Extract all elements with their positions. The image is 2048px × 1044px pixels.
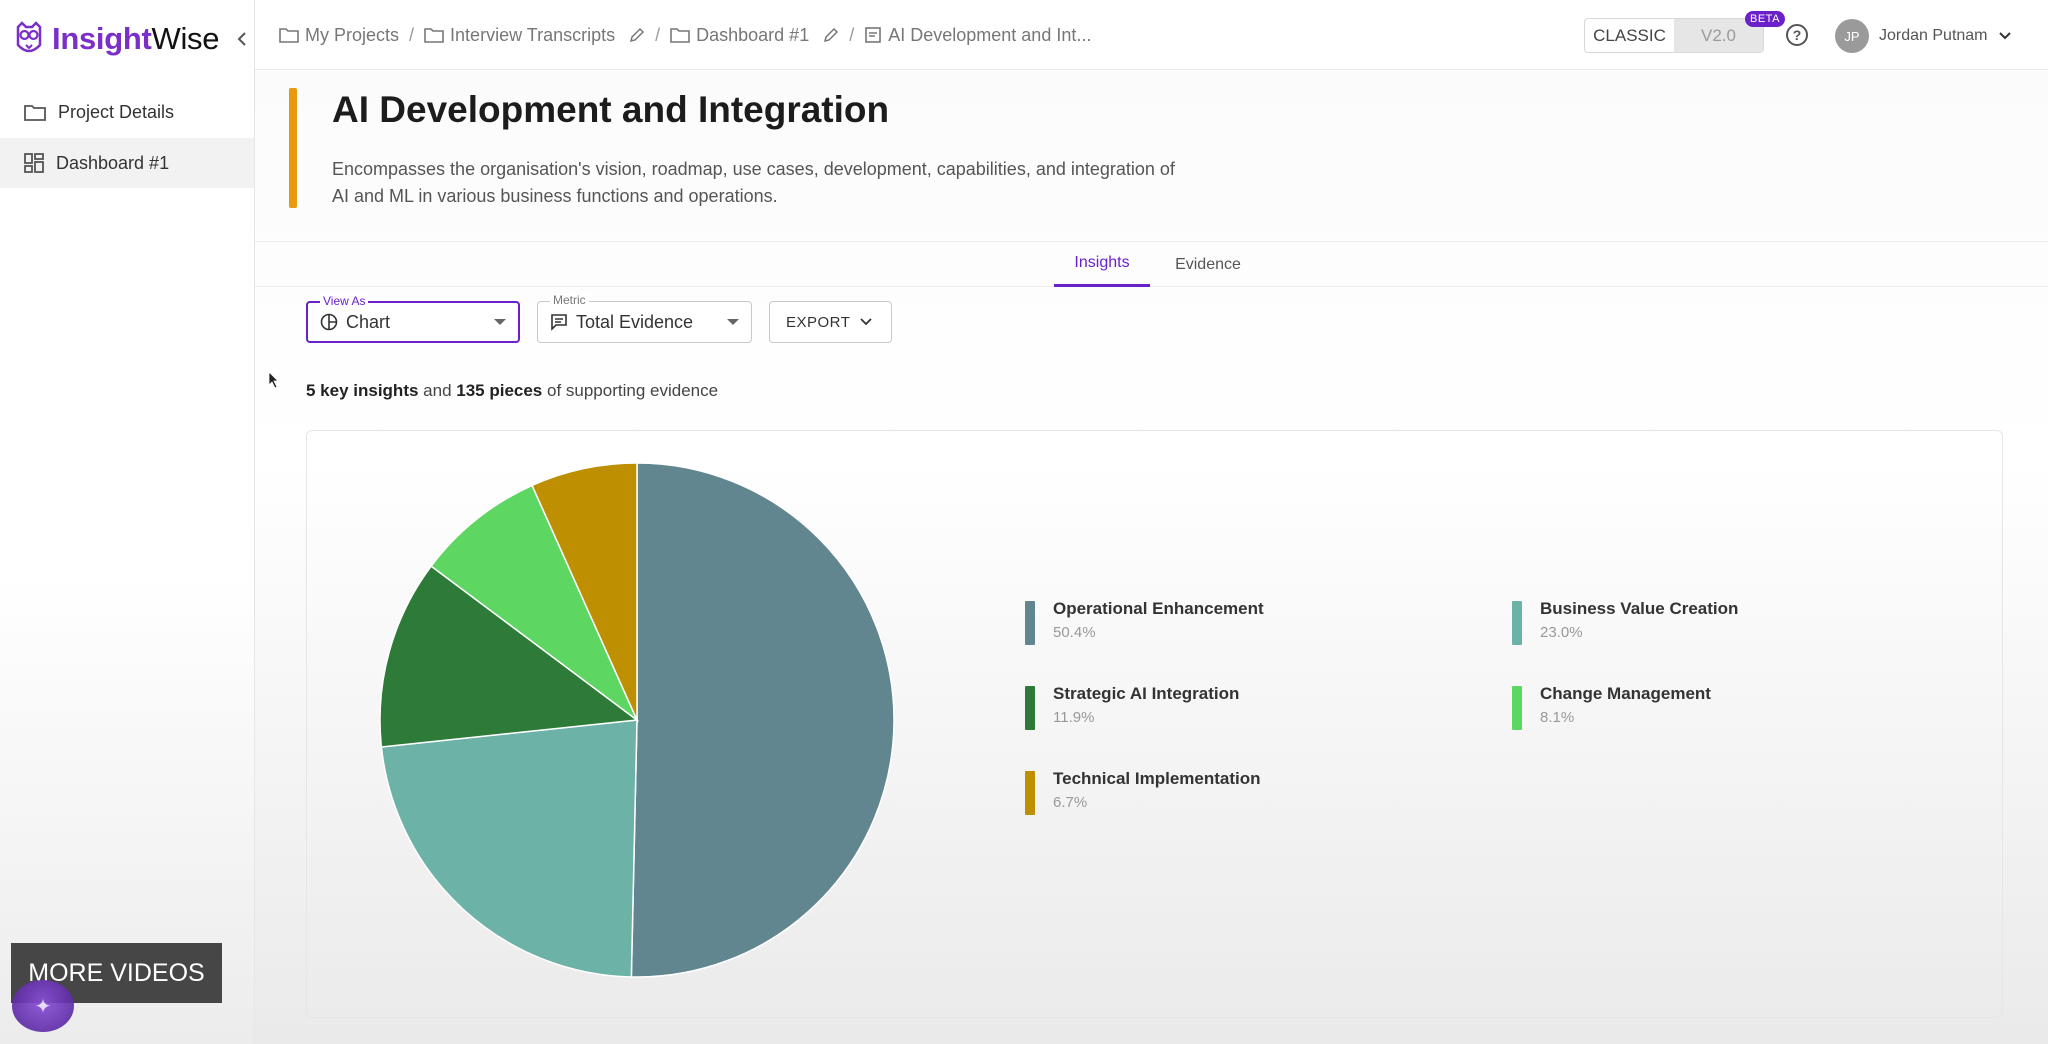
legend-swatch bbox=[1025, 601, 1035, 645]
tab-insights[interactable]: Insights bbox=[1054, 242, 1150, 287]
sidebar: InsightWise Project Details Dashboard #1 bbox=[0, 0, 255, 1044]
mouse-cursor-icon bbox=[268, 371, 279, 389]
document-icon bbox=[865, 27, 882, 43]
brand-name: InsightWise bbox=[52, 21, 220, 56]
legend-percentage: 50.4% bbox=[1053, 624, 1096, 641]
legend-percentage: 6.7% bbox=[1053, 794, 1088, 811]
caret-down-icon bbox=[727, 319, 739, 325]
view-as-label: View As bbox=[320, 294, 369, 308]
breadcrumb: My Projects / Interview Transcripts / Da… bbox=[279, 22, 1091, 48]
folder-icon bbox=[279, 28, 299, 43]
classic-button[interactable]: CLASSIC bbox=[1593, 25, 1666, 45]
pie-slice-strategic-ai-integration[interactable] bbox=[379, 565, 639, 748]
pie-slice-business-value-creation[interactable] bbox=[380, 719, 638, 978]
summary-text: and bbox=[418, 381, 457, 400]
chart-card: Operational Enhancement 50.4% Business Val… bbox=[306, 430, 2003, 1018]
caret-down-icon bbox=[494, 319, 506, 325]
breadcrumb-dashboard[interactable]: Dashboard #1 bbox=[670, 25, 809, 46]
pie-slice-operational-enhancement[interactable] bbox=[630, 462, 895, 978]
legend-label: Change Management bbox=[1540, 684, 1711, 703]
tab-bar: Insights Evidence bbox=[255, 241, 2048, 287]
metric-value: Total Evidence bbox=[576, 311, 694, 332]
legend-label: Strategic AI Integration bbox=[1053, 684, 1240, 703]
comment-icon bbox=[551, 314, 567, 331]
main-content: AI Development and Integration Encompass… bbox=[255, 71, 2048, 1044]
pie-chart bbox=[379, 462, 895, 978]
chevron-down-icon bbox=[1998, 32, 2011, 40]
breadcrumb-label: AI Development and Int... bbox=[888, 24, 1092, 45]
breadcrumb-my-projects[interactable]: My Projects bbox=[279, 25, 399, 46]
breadcrumb-current-page[interactable]: AI Development and Int... bbox=[864, 25, 1091, 46]
more-videos-button[interactable]: MORE VIDEOS bbox=[11, 943, 222, 1003]
sparkle-icon: ✦ bbox=[34, 995, 52, 1018]
brand-logo[interactable]: InsightWise bbox=[14, 18, 219, 60]
top-bar: My Projects / Interview Transcripts / Da… bbox=[255, 0, 2048, 70]
legend-swatch bbox=[1025, 686, 1035, 730]
breadcrumb-separator: / bbox=[409, 24, 415, 45]
legend-label: Technical Implementation bbox=[1053, 769, 1261, 788]
insights-count: 5 key insights bbox=[306, 381, 419, 400]
sidebar-item-dashboard[interactable]: Dashboard #1 bbox=[0, 138, 254, 188]
legend-item[interactable]: Technical Implementation 6.7% bbox=[1025, 767, 1261, 815]
legend-percentage: 8.1% bbox=[1540, 709, 1575, 726]
breadcrumb-interview-transcripts[interactable]: Interview Transcripts bbox=[424, 25, 615, 46]
pie-slice-change-management[interactable] bbox=[430, 484, 639, 723]
avatar: JP bbox=[1835, 19, 1869, 53]
legend-item[interactable]: Business Value Creation 23.0% bbox=[1512, 597, 1738, 645]
legend-label: Operational Enhancement bbox=[1053, 599, 1264, 618]
legend-item[interactable]: Operational Enhancement 50.4% bbox=[1025, 597, 1264, 645]
evidence-count: 135 pieces bbox=[456, 381, 543, 400]
sidebar-item-label: Project Details bbox=[58, 101, 175, 122]
legend-percentage: 23.0% bbox=[1540, 624, 1583, 641]
breadcrumb-separator: / bbox=[849, 24, 855, 45]
chevron-down-icon bbox=[860, 318, 873, 326]
view-as-value: Chart bbox=[346, 311, 391, 332]
legend-item[interactable]: Change Management 8.1% bbox=[1512, 682, 1711, 730]
page-title: AI Development and Integration bbox=[332, 89, 890, 130]
user-name: Jordan Putnam bbox=[1879, 27, 1988, 44]
chevron-left-icon bbox=[237, 32, 246, 46]
legend-swatch bbox=[1025, 771, 1035, 815]
dashboard-icon bbox=[24, 153, 44, 173]
edit-pencil-icon[interactable] bbox=[823, 27, 839, 43]
breadcrumb-separator: / bbox=[655, 24, 661, 45]
legend-item[interactable]: Strategic AI Integration 11.9% bbox=[1025, 682, 1239, 730]
beta-badge: BETA bbox=[1745, 11, 1785, 27]
legend-swatch bbox=[1512, 686, 1522, 730]
tab-evidence[interactable]: Evidence bbox=[1175, 255, 1241, 273]
ai-assistant-button[interactable]: ✦ bbox=[12, 980, 74, 1032]
folder-icon bbox=[424, 28, 444, 43]
sidebar-item-label: Dashboard #1 bbox=[56, 152, 170, 173]
export-button[interactable]: EXPORT bbox=[769, 301, 892, 343]
sidebar-item-project-details[interactable]: Project Details bbox=[0, 87, 254, 137]
legend-label: Business Value Creation bbox=[1540, 599, 1739, 618]
legend-swatch bbox=[1512, 601, 1522, 645]
title-accent-bar bbox=[289, 88, 297, 208]
legend-percentage: 11.9% bbox=[1053, 709, 1095, 726]
version-toggle: CLASSIC V2.0 bbox=[1584, 18, 1764, 53]
insights-summary: 5 key insights and 135 pieces of support… bbox=[306, 381, 718, 401]
pie-slice-technical-implementation[interactable] bbox=[531, 462, 638, 721]
summary-text: of supporting evidence bbox=[542, 381, 719, 400]
breadcrumb-label: Dashboard #1 bbox=[696, 24, 810, 45]
edit-pencil-icon[interactable] bbox=[629, 27, 645, 43]
view-as-select[interactable]: View As Chart bbox=[306, 294, 520, 343]
breadcrumb-label: My Projects bbox=[305, 24, 400, 45]
breadcrumb-label: Interview Transcripts bbox=[450, 24, 616, 45]
collapse-sidebar-button[interactable] bbox=[232, 27, 252, 51]
metric-select[interactable]: Metric Total Evidence bbox=[537, 293, 752, 343]
help-icon[interactable]: ? bbox=[1786, 24, 1808, 46]
folder-icon bbox=[24, 105, 46, 121]
folder-icon bbox=[670, 28, 690, 43]
export-label: EXPORT bbox=[786, 313, 851, 331]
pie-chart-icon bbox=[320, 313, 338, 331]
user-menu[interactable]: JP Jordan Putnam bbox=[1835, 18, 2012, 54]
page-description: Encompasses the organisation's vision, r… bbox=[332, 159, 1175, 206]
owl-logo-icon bbox=[16, 21, 42, 53]
metric-label: Metric bbox=[550, 293, 589, 307]
